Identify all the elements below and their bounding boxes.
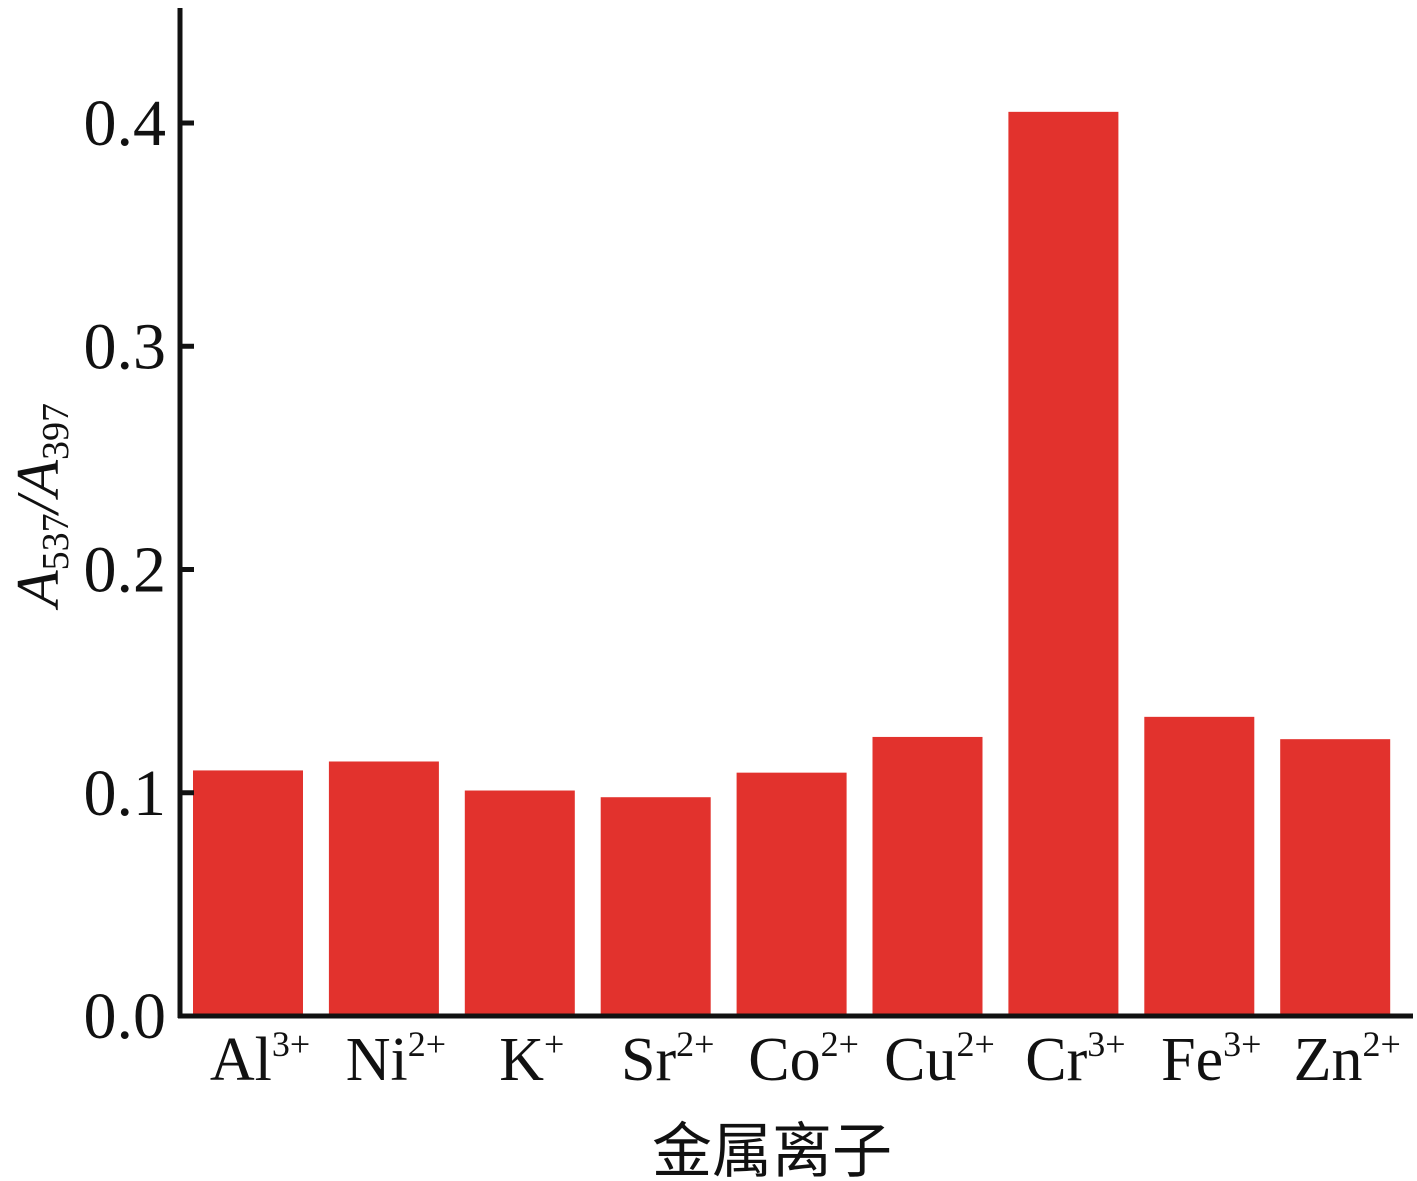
x-tick-label: K+	[499, 1024, 564, 1094]
y-axis-title: A537/A397	[5, 403, 77, 611]
bar-ni	[328, 761, 439, 1016]
x-tick-label: Cr3+	[1025, 1024, 1125, 1094]
y-tick-label: 0.4	[84, 87, 167, 160]
bar-k	[464, 790, 575, 1016]
x-tick-label: Fe3+	[1161, 1024, 1261, 1094]
x-axis-title: 金属离子	[652, 1119, 892, 1181]
bar-co	[736, 772, 847, 1016]
y-tick-label: 0.2	[84, 534, 167, 607]
x-labels-group: Al3+ Ni2+ K+ Sr2+ Co2+ Cu2+ Cr3+ Fe3+ Zn2+	[210, 1024, 1401, 1094]
y-axis-title-a2: A	[5, 460, 71, 501]
x-tick-label: Al3+	[210, 1024, 310, 1094]
y-tick-label: 0.0	[84, 980, 167, 1053]
x-tick-label: Sr2+	[621, 1024, 714, 1094]
bars-group	[193, 111, 1391, 1016]
y-axis-title-a1: A	[5, 570, 71, 611]
bar-cu	[872, 736, 983, 1016]
y-tick-label: 0.3	[84, 310, 167, 383]
bar-sr	[600, 797, 711, 1016]
y-ticks-group: 0.0 0.1 0.2 0.3 0.4	[84, 87, 194, 1053]
x-tick-label: Ni2+	[346, 1024, 446, 1094]
y-tick-label: 0.1	[84, 757, 167, 830]
x-tick-label: Zn2+	[1294, 1024, 1401, 1094]
y-axis-title-sub1: 537	[35, 513, 77, 570]
bar-cr	[1008, 111, 1119, 1016]
bar-fe	[1144, 716, 1255, 1016]
bar-zn	[1280, 739, 1391, 1016]
x-tick-label: Co2+	[748, 1024, 859, 1094]
x-tick-label: Cu2+	[884, 1024, 995, 1094]
bar-al	[193, 770, 303, 1016]
y-axis-title-sub2: 397	[35, 403, 77, 460]
